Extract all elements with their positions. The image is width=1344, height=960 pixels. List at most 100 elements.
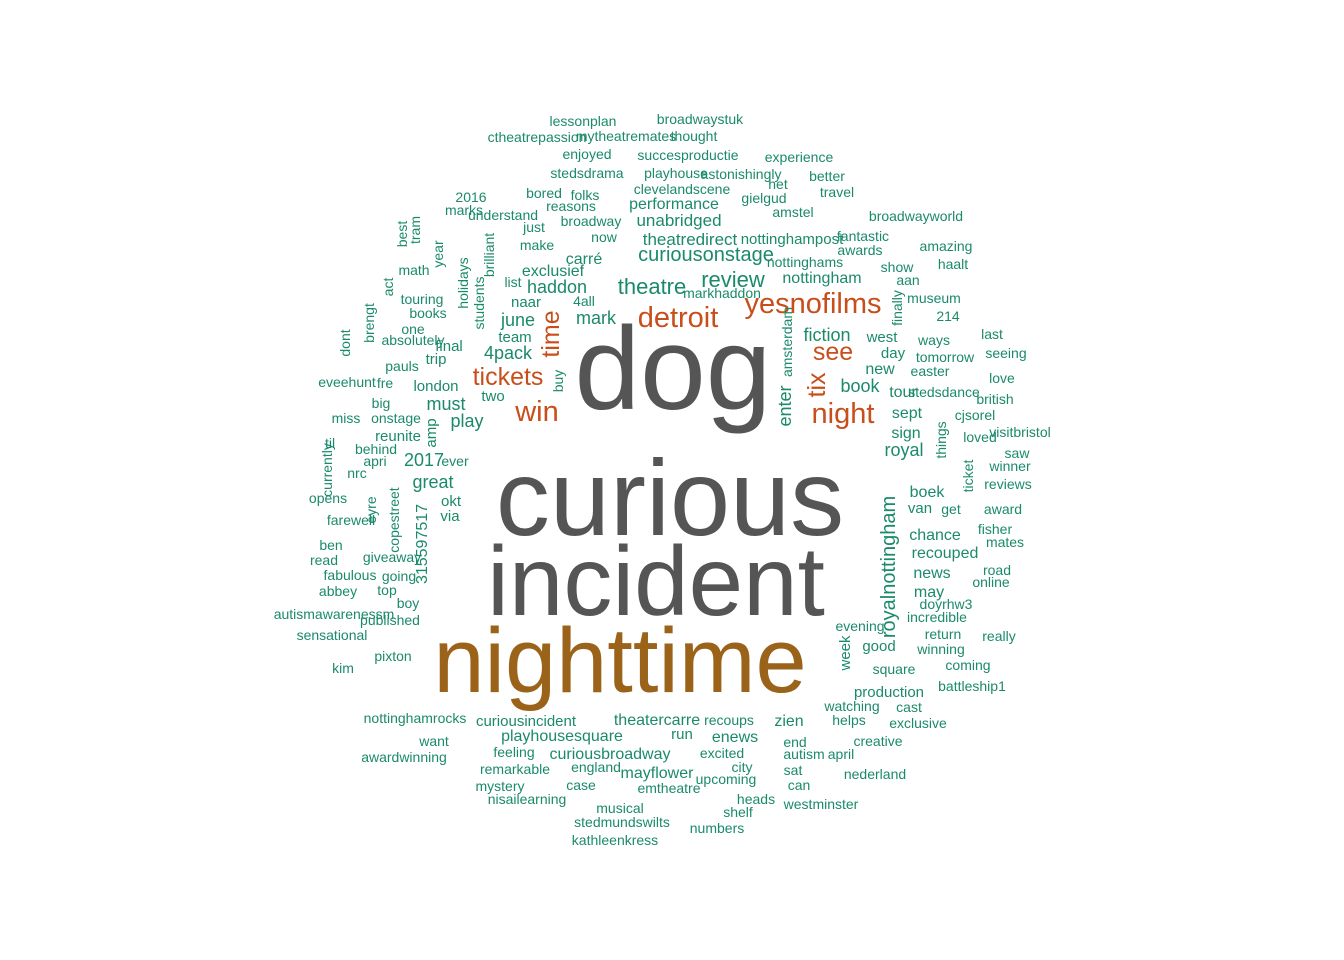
word-ways: ways xyxy=(917,332,950,348)
word-nottingham: nottingham xyxy=(782,270,861,287)
word-reviews: reviews xyxy=(984,476,1031,492)
word-theatercarre: theatercarre xyxy=(614,712,700,729)
word-marks: marks xyxy=(445,202,483,218)
word-amstel: amstel xyxy=(772,204,813,220)
word-one: one xyxy=(401,321,425,337)
word-amsterdam: amsterdam xyxy=(779,307,795,377)
word-haddon: haddon xyxy=(527,277,587,297)
word-big: big xyxy=(372,395,391,411)
word-ctheatrepassion: ctheatrepassion xyxy=(488,129,587,145)
word-recoups: recoups xyxy=(704,712,754,728)
word-make: make xyxy=(520,237,554,253)
word-awardwinning: awardwinning xyxy=(361,749,447,765)
word-enter: enter xyxy=(775,385,795,426)
word-aan: aan xyxy=(896,272,919,288)
word-astonishingly: astonishingly xyxy=(701,166,782,182)
word-playhouse: playhouse xyxy=(644,165,708,181)
word-best: best xyxy=(394,221,410,248)
word-carr-: carré xyxy=(566,251,603,268)
word-can: can xyxy=(788,777,811,793)
word-pauls: pauls xyxy=(385,358,418,374)
word-saw: saw xyxy=(1005,445,1031,461)
word-fre: fre xyxy=(377,375,394,391)
word-published: published xyxy=(360,612,420,628)
word-thought: thought xyxy=(671,128,718,144)
word-want: want xyxy=(418,733,449,749)
word-pixton: pixton xyxy=(374,648,411,664)
word-city: city xyxy=(732,759,753,775)
word-trip: trip xyxy=(426,351,447,368)
word-via: via xyxy=(440,508,460,525)
word-315597517: 315597517 xyxy=(414,504,431,584)
word-lessonplan: lessonplan xyxy=(550,113,617,129)
word-buy: buy xyxy=(550,370,566,393)
word-yesnofilms: yesnofilms xyxy=(745,288,882,320)
word-final: final xyxy=(435,338,463,355)
word-folks: folks xyxy=(571,187,600,203)
word-see: see xyxy=(813,338,853,366)
word-tour: tour xyxy=(889,384,917,401)
word-now: now xyxy=(591,229,618,245)
word-haalt: haalt xyxy=(938,256,968,272)
word-production: production xyxy=(854,684,924,701)
word-ben: ben xyxy=(319,537,342,553)
word-enjoyed: enjoyed xyxy=(562,146,611,162)
word-winner: winner xyxy=(988,458,1031,474)
word-eveehunt: eveehunt xyxy=(318,374,376,390)
word-kathleenkress: kathleenkress xyxy=(572,832,658,848)
word-run: run xyxy=(671,726,693,743)
word-england: england xyxy=(571,759,621,775)
word-list: list xyxy=(504,274,521,290)
word-helps: helps xyxy=(832,712,865,728)
word-markhaddon: markhaddon xyxy=(683,285,761,301)
word-curiousincident: curiousincident xyxy=(476,713,577,730)
word-kim: kim xyxy=(332,660,354,676)
word-theatre: theatre xyxy=(618,274,687,299)
word-curiousonstage: curiousonstage xyxy=(638,244,774,266)
word-new: new xyxy=(865,361,895,378)
word-tickets: tickets xyxy=(473,363,544,391)
word-battleship1: battleship1 xyxy=(938,678,1006,694)
word-detroit: detroit xyxy=(638,302,719,334)
word-clevelandscene: clevelandscene xyxy=(634,181,731,197)
word-news: news xyxy=(913,565,950,582)
word-doyrhw3: doyrhw3 xyxy=(920,596,973,612)
word-broadwayworld: broadwayworld xyxy=(869,208,963,224)
word-may: may xyxy=(914,584,944,601)
word-book: book xyxy=(840,376,880,396)
word-stedsdrama: stedsdrama xyxy=(550,165,623,181)
word-boy: boy xyxy=(397,595,420,611)
word-autismawarenessm: autismawarenessm xyxy=(274,606,395,622)
word-theatredirect: theatredirect xyxy=(643,230,738,249)
word-love: love xyxy=(989,370,1015,386)
word-loved: loved xyxy=(963,429,996,445)
word-eyre: eyre xyxy=(363,496,379,523)
word-show: show xyxy=(881,259,915,275)
word-chance: chance xyxy=(909,527,961,544)
word-nottinghamrocks: nottinghamrocks xyxy=(364,710,467,726)
word-exclusive: exclusive xyxy=(889,715,947,731)
word-watching: watching xyxy=(823,698,879,714)
word-het: het xyxy=(768,176,788,192)
word-tix: tix xyxy=(803,372,831,398)
word-top: top xyxy=(377,582,397,598)
word-night: night xyxy=(812,398,875,430)
word-broadwaystuk: broadwaystuk xyxy=(657,111,744,127)
word-van: van xyxy=(908,500,932,517)
word-act: act xyxy=(380,278,396,297)
word-books: books xyxy=(409,305,446,321)
word-nottinghams: nottinghams xyxy=(767,254,843,270)
word-okt: okt xyxy=(441,493,462,510)
word-mark: mark xyxy=(576,308,617,328)
word-opens: opens xyxy=(309,490,347,506)
word-touring: touring xyxy=(401,291,444,307)
word-award: award xyxy=(984,501,1022,517)
word-musical: musical xyxy=(596,800,643,816)
word-boek: boek xyxy=(910,484,946,501)
word-incredible: incredible xyxy=(907,609,967,625)
word-nottinghampost: nottinghampost xyxy=(741,231,844,248)
word-amp: amp xyxy=(423,418,440,447)
word-stedmundswilts: stedmundswilts xyxy=(574,814,670,830)
word-dont: dont xyxy=(337,329,353,356)
